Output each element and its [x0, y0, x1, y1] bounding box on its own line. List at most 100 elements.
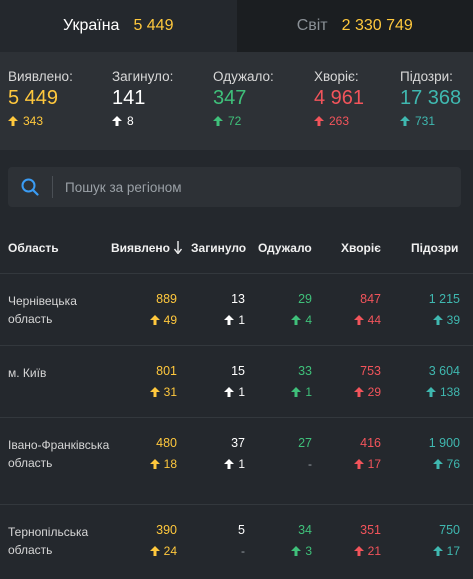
header-detected-label: Виявлено — [111, 241, 170, 255]
arrow-up-icon — [425, 387, 436, 397]
suspected-delta-value: 39 — [446, 313, 460, 327]
suspected-value: 3 604 — [428, 364, 460, 378]
detected-delta-value: 18 — [163, 457, 177, 471]
summary-detected-delta-value: 343 — [23, 114, 44, 128]
arrow-up-icon — [149, 546, 160, 556]
arrow-up-icon — [213, 116, 223, 126]
header-recovered[interactable]: Одужало — [258, 241, 312, 255]
summary-sick: Хворіє: 4 961 263 — [314, 69, 364, 128]
sick-delta-value: 21 — [367, 544, 381, 558]
detected-value: 390 — [156, 523, 177, 537]
detected-value: 801 — [156, 364, 177, 378]
died-value: 15 — [231, 364, 245, 378]
arrow-up-icon — [314, 116, 324, 126]
detected-value: 889 — [156, 292, 177, 306]
suspected-delta: 17 — [432, 544, 460, 558]
detected-delta: 18 — [149, 457, 177, 471]
tab-world-label: Світ — [296, 17, 328, 34]
detected-delta-value: 31 — [163, 385, 177, 399]
sick-delta-value: 44 — [367, 313, 381, 327]
summary-died-value: 141 — [112, 87, 146, 109]
summary-sick-delta-value: 263 — [329, 114, 350, 128]
header-region[interactable]: Область — [8, 241, 59, 255]
died-delta: 1 — [224, 385, 245, 399]
summary-sick-value: 4 961 — [314, 87, 365, 109]
died-value: 37 — [231, 436, 245, 450]
table-row[interactable]: м. Київ 801 31 15 1 33 1 753 29 3 604 138 — [0, 345, 473, 417]
header-sick[interactable]: Хворіє — [341, 241, 381, 255]
died-delta: 1 — [224, 313, 245, 327]
summary-died: Загинуло: 141 8 — [112, 69, 173, 128]
died-delta-value: - — [241, 544, 245, 558]
arrow-up-icon — [112, 116, 122, 126]
arrow-up-icon — [149, 315, 160, 325]
recovered-value: 27 — [298, 436, 312, 450]
summary-suspected-value: 17 368 — [400, 87, 462, 109]
sick-delta-value: 17 — [367, 457, 381, 471]
summary-suspected-delta: 731 — [400, 114, 461, 128]
search-input[interactable] — [53, 167, 461, 207]
sick-delta: 29 — [353, 385, 381, 399]
summary-recovered-label: Одужало: — [213, 69, 274, 84]
suspected-delta: 39 — [432, 313, 460, 327]
arrow-up-icon — [353, 459, 364, 469]
summary-recovered: Одужало: 347 72 — [213, 69, 274, 128]
table-header: Область Виявлено Загинуло Одужало Хворіє… — [0, 238, 473, 260]
suspected-delta-value: 138 — [439, 385, 460, 399]
arrow-up-icon — [291, 315, 302, 325]
sick-delta: 17 — [353, 457, 381, 471]
recovered-value: 34 — [298, 523, 312, 537]
arrow-up-icon — [432, 546, 443, 556]
region-name: Івано-Франківська область — [8, 438, 110, 470]
recovered-delta-value: 3 — [305, 544, 312, 558]
died-value: 13 — [231, 292, 245, 306]
arrow-up-icon — [400, 116, 410, 126]
header-detected[interactable]: Виявлено — [111, 241, 183, 257]
arrow-up-icon — [224, 459, 235, 469]
recovered-value: 33 — [298, 364, 312, 378]
region-name: Тернопільська область — [8, 525, 89, 557]
recovered-delta-value: 1 — [305, 385, 312, 399]
detected-delta: 31 — [149, 385, 177, 399]
detected-delta: 24 — [149, 544, 177, 558]
table-row[interactable]: Тернопільська область 390 24 5 - 34 3 351 21 750 1… — [0, 504, 473, 579]
sick-delta-value: 29 — [367, 385, 381, 399]
search-bar — [8, 167, 461, 207]
detected-value: 480 — [156, 436, 177, 450]
suspected-value: 1 900 — [428, 436, 460, 450]
summary-detected-label: Виявлено: — [8, 69, 73, 84]
arrow-up-icon — [8, 116, 18, 126]
summary-detected-value: 5 449 — [8, 87, 59, 109]
arrow-up-icon — [149, 387, 160, 397]
search-icon[interactable] — [8, 167, 52, 207]
arrow-up-icon — [149, 459, 160, 469]
recovered-delta: 4 — [291, 313, 312, 327]
arrow-up-icon — [224, 315, 235, 325]
summary-recovered-delta: 72 — [213, 114, 274, 128]
sort-down-icon — [174, 241, 183, 257]
detected-delta-value: 24 — [163, 544, 177, 558]
summary-sick-label: Хворіє: — [314, 69, 359, 84]
tab-world-value: 2 330 749 — [341, 17, 413, 34]
table-row[interactable]: Чернівецька область 889 49 13 1 29 4 847 44 1 215… — [0, 273, 473, 345]
tab-world[interactable]: Світ 2 330 749 — [236, 0, 473, 52]
summary-sick-delta: 263 — [314, 114, 364, 128]
region-name: м. Київ — [8, 366, 47, 380]
summary-recovered-delta-value: 72 — [228, 114, 242, 128]
suspected-delta-value: 76 — [446, 457, 460, 471]
table-row[interactable]: Івано-Франківська область 480 18 37 1 27 - 416 1… — [0, 417, 473, 504]
suspected-value: 1 215 — [428, 292, 460, 306]
arrow-up-icon — [353, 546, 364, 556]
recovered-delta: 3 — [291, 544, 312, 558]
region-name: Чернівецька область — [8, 294, 77, 326]
tab-ukraine-value: 5 449 — [133, 17, 174, 34]
sick-value: 416 — [360, 436, 381, 450]
died-delta: 1 — [224, 457, 245, 471]
recovered-delta: - — [308, 457, 312, 471]
header-suspected[interactable]: Підозри — [411, 241, 459, 255]
header-died[interactable]: Загинуло — [191, 241, 247, 255]
tab-ukraine[interactable]: Україна 5 449 — [0, 0, 237, 52]
arrow-up-icon — [291, 387, 302, 397]
suspected-delta: 76 — [432, 457, 460, 471]
recovered-delta: 1 — [291, 385, 312, 399]
